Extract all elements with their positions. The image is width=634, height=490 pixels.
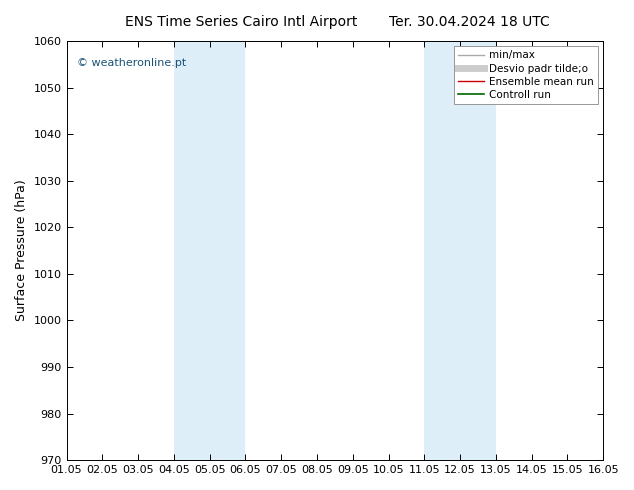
Text: © weatheronline.pt: © weatheronline.pt [77, 58, 186, 68]
Y-axis label: Surface Pressure (hPa): Surface Pressure (hPa) [15, 180, 28, 321]
Text: Ter. 30.04.2024 18 UTC: Ter. 30.04.2024 18 UTC [389, 15, 550, 29]
Legend: min/max, Desvio padr tilde;o, Ensemble mean run, Controll run: min/max, Desvio padr tilde;o, Ensemble m… [454, 46, 598, 104]
Bar [424, 41, 496, 460]
Text: ENS Time Series Cairo Intl Airport: ENS Time Series Cairo Intl Airport [125, 15, 357, 29]
Bar [174, 41, 245, 460]
